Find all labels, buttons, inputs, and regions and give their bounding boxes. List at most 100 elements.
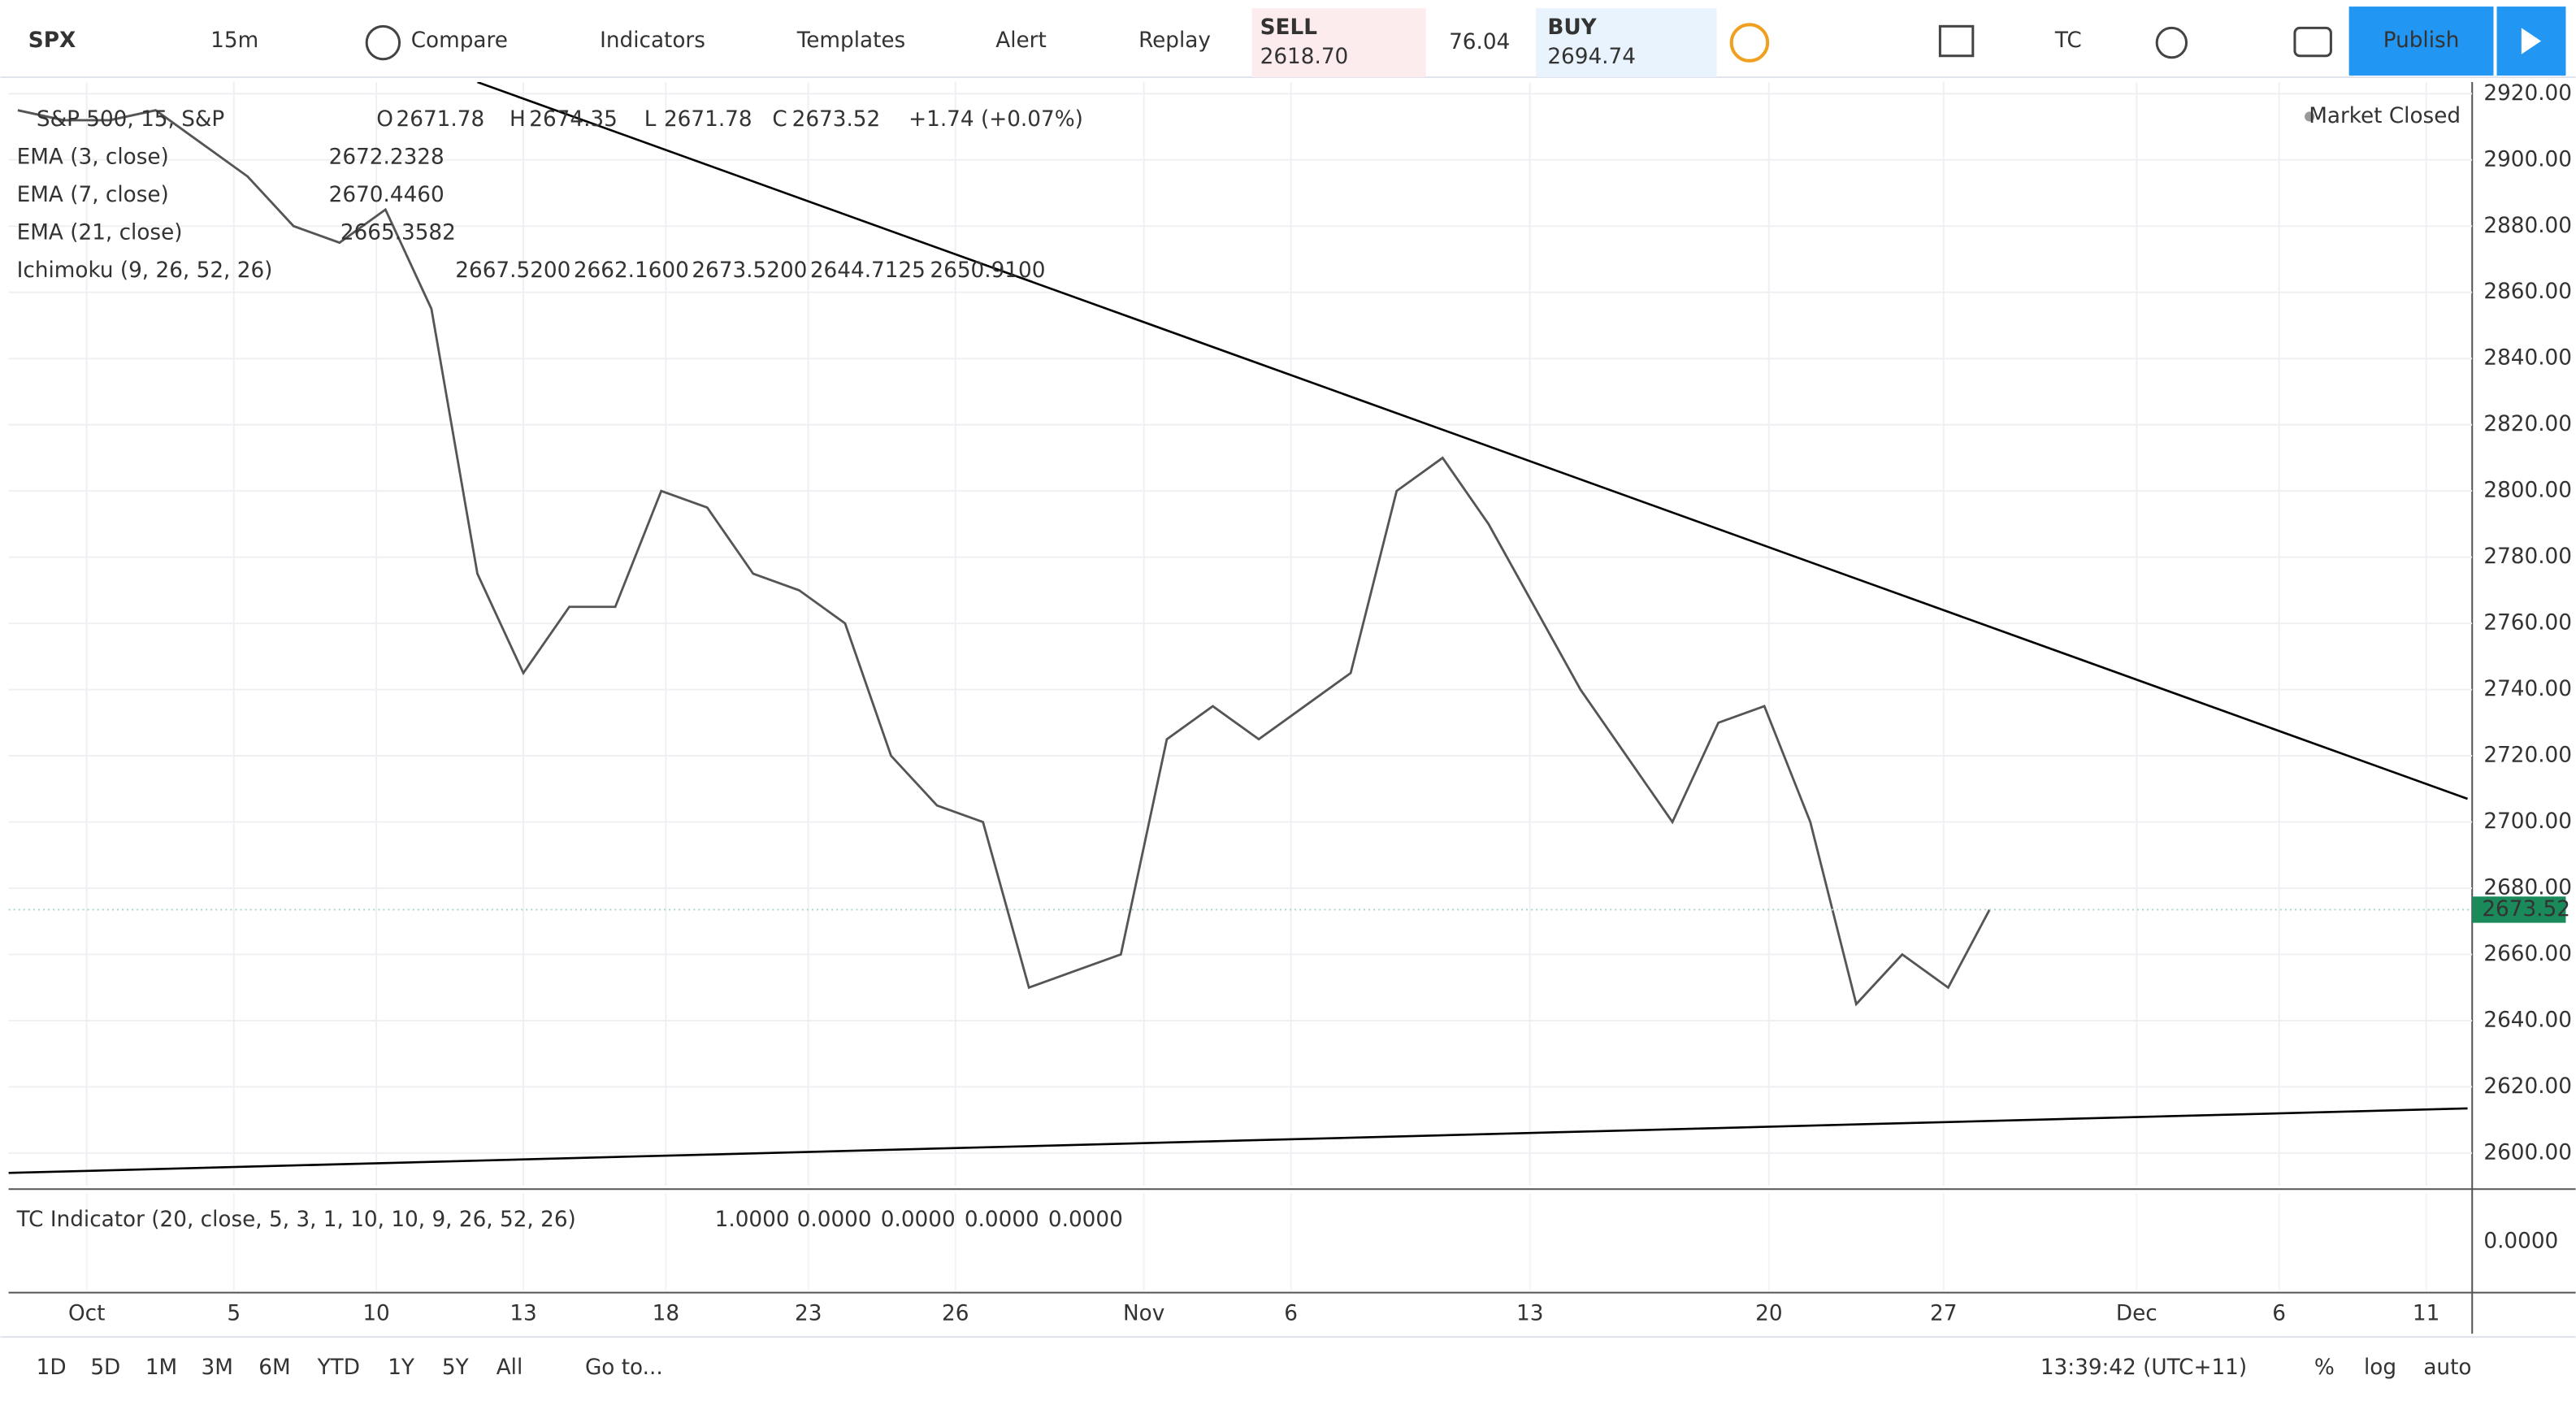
trendline [8,1107,2468,1174]
y-tick-label: 2760.00 [2483,611,2572,635]
indicator-name: EMA (3, close) [17,145,169,170]
range-button[interactable]: 6M [258,1355,290,1380]
range-button[interactable]: All [497,1355,523,1380]
pane-value: 0.0000 [1048,1208,1123,1232]
scale-option[interactable]: % [2314,1355,2335,1380]
spread: 76.04 [1449,30,1510,54]
y-tick-label: 2880.00 [2483,214,2572,238]
price-line [17,109,1991,1007]
ohlc-value: 2671.78 [397,107,485,132]
sell-label: SELL [1260,15,1318,40]
indicator-value: 2672.2328 [329,145,445,170]
y-tick-label: 2820.00 [2483,412,2572,436]
x-tick-label: 26 [942,1301,969,1325]
ohlc-value: 2674.35 [529,107,618,132]
range-button[interactable]: 5D [90,1355,120,1380]
interval[interactable]: 15m [210,28,258,53]
indicator-name: EMA (7, close) [17,183,169,207]
toolbar-button[interactable]: Templates [796,28,906,53]
publish-label[interactable]: Publish [2383,28,2460,53]
range-button[interactable]: 3M [202,1355,233,1380]
plot-area [8,82,2473,1186]
range-button[interactable]: 1M [145,1355,177,1380]
pane-name: TC Indicator (20, close, 5, 3, 1, 10, 10… [16,1208,576,1232]
trendline [477,82,2469,800]
legend-change: +1.74 (+0.07%) [909,107,1083,132]
range-button[interactable]: 1D [37,1355,67,1380]
sell-price[interactable]: 2618.70 [1260,45,1349,69]
rect-icon[interactable] [1938,24,1975,58]
settings-icon[interactable] [2155,26,2188,59]
indicator-value: 2644.7125 [810,258,926,283]
x-tick-label: 11 [2413,1301,2439,1325]
y-tick-label: 2660.00 [2483,942,2572,966]
indicator-value: 2650.9100 [930,258,1045,283]
x-tick-label: Nov [1123,1301,1164,1325]
last-price-label: 2673.52 [2482,897,2570,922]
indicator-value: 2665.3582 [340,220,456,245]
range-button[interactable]: 1Y [388,1355,415,1380]
toolbar-button[interactable]: Indicators [600,28,705,53]
y-tick-label: 2680.00 [2483,876,2572,900]
indicator-value: 2670.4460 [329,183,445,207]
pane-value: 1.0000 [715,1208,790,1232]
x-tick-label: 10 [362,1301,389,1325]
x-tick-label: 5 [227,1301,241,1325]
toolbar-button[interactable]: Replay [1138,28,1211,53]
x-tick-label: 13 [1516,1301,1543,1325]
indicator-name: Ichimoku (9, 26, 52, 26) [17,258,273,283]
toolbar-button[interactable]: Compare [411,28,508,53]
y-tick-label: 2640.00 [2483,1008,2572,1032]
goto-button[interactable]: Go to... [585,1355,663,1380]
camera-icon[interactable] [2293,26,2332,58]
y-tick-label: 2740.00 [2483,677,2572,701]
x-tick-label: 18 [653,1301,679,1325]
range-button[interactable]: 5Y [442,1355,470,1380]
compare-icon[interactable] [365,24,401,61]
ohlc-value: 2671.78 [664,107,752,132]
status-dot [2305,111,2315,122]
x-tick-label: 20 [1755,1301,1782,1325]
x-tick-label: 6 [2272,1301,2286,1325]
indicator-name: EMA (21, close) [17,220,183,245]
y-tick-label: 2780.00 [2483,544,2572,569]
layout-name[interactable]: TC [2054,28,2082,53]
symbol[interactable]: SPX [28,28,76,53]
buy-box[interactable] [1536,8,1717,77]
scale-option[interactable]: auto [2423,1355,2471,1380]
ohlc-key: O [376,107,393,132]
indicator-value: 2673.5200 [692,258,807,283]
info-icon[interactable] [1729,23,1770,63]
y-tick-label: 2700.00 [2483,809,2572,834]
y-tick-label: 2800.00 [2483,479,2572,503]
legend-title: S&P 500, 15, S&P [37,107,224,132]
y-tick-label: 2900.00 [2483,147,2572,171]
ohlc-key: H [510,107,526,132]
y-tick-label: 2720.00 [2483,744,2572,768]
sell-box[interactable] [1251,8,1426,77]
market-status: Market Closed [2309,104,2461,128]
y-tick-label: 2620.00 [2483,1074,2572,1099]
pane-value: 0.0000 [797,1208,872,1232]
y-tick-label: 2860.00 [2483,280,2572,304]
x-tick-label: Oct [68,1301,105,1325]
pane-tick: 0.0000 [2483,1229,2558,1253]
last-price-box [2472,896,2566,923]
x-tick-label: 6 [1284,1301,1298,1325]
toolbar-button[interactable]: Alert [995,28,1047,53]
clock: 13:39:42 (UTC+11) [2040,1355,2247,1380]
range-button[interactable]: YTD [317,1355,360,1380]
x-tick-label: 27 [1930,1301,1957,1325]
y-tick-label: 2600.00 [2483,1140,2572,1165]
scale-option[interactable]: log [2364,1355,2396,1380]
publish-button[interactable] [2348,7,2494,76]
pane-value: 0.0000 [965,1208,1039,1232]
buy-price[interactable]: 2694.74 [1547,45,1636,69]
play-icon [2521,28,2542,54]
ohlc-key: C [772,107,787,132]
indicator-value: 2667.5200 [455,258,570,283]
buy-label: BUY [1547,15,1597,40]
ohlc-key: L [644,107,657,132]
